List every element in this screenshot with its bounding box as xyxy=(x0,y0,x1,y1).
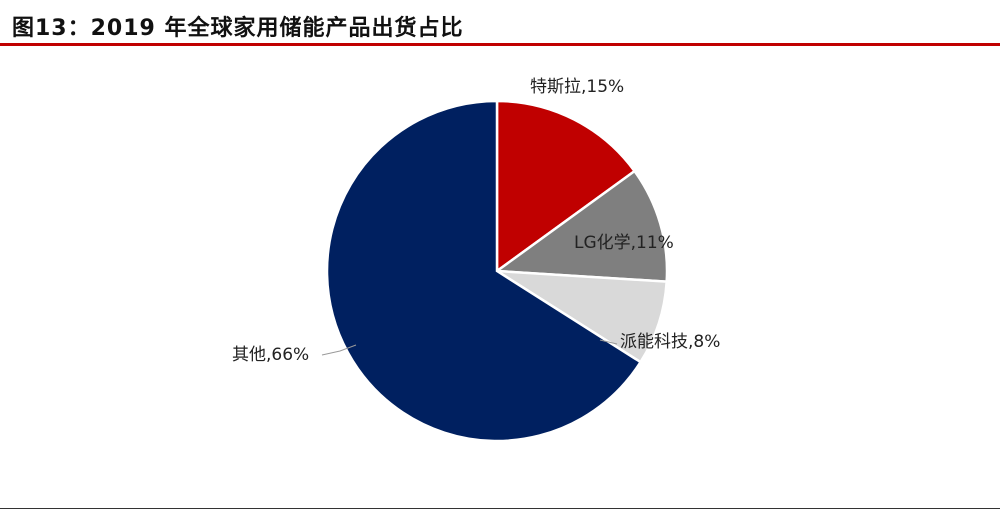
pie-slices xyxy=(325,99,669,443)
slice-label-3: 派能科技,8% xyxy=(620,332,720,352)
slice-label-1: 特斯拉,15% xyxy=(530,77,624,97)
leader-line-4 xyxy=(321,344,357,356)
leader-lines xyxy=(321,339,618,356)
slice-label-4: 其他,66% xyxy=(232,345,309,365)
slice-labels: 特斯拉,15% LG化学,11% 派能科技,8% 其他,66% xyxy=(232,77,720,365)
pie-slice-2 xyxy=(493,169,669,283)
leader-line-3 xyxy=(599,339,618,345)
bottom-rule xyxy=(0,508,1000,509)
pie-slice-4 xyxy=(325,99,643,443)
pie-slice-1 xyxy=(495,99,637,274)
figure-title: 图13：2019 年全球家用储能产品出货占比 xyxy=(12,16,464,41)
slice-label-2: LG化学,11% xyxy=(574,233,674,253)
figure-header: 图13：2019 年全球家用储能产品出货占比 xyxy=(0,0,1000,48)
title-rule xyxy=(0,43,1000,46)
